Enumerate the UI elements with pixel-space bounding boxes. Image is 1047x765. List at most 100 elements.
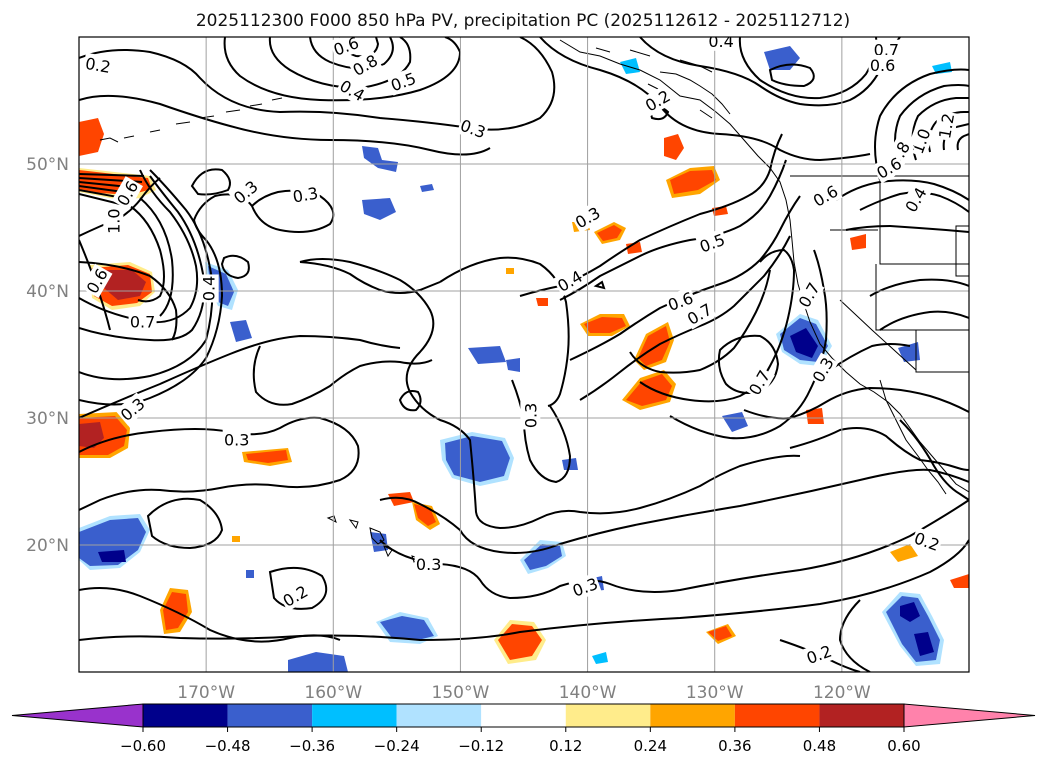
pv-contour <box>79 175 206 342</box>
pv-contour <box>379 499 969 600</box>
contour-label-text: 1.2 <box>935 112 958 140</box>
contour-label-text: 1.0 <box>104 208 123 233</box>
precip-blob <box>230 320 252 342</box>
colorbar-segment <box>481 704 566 727</box>
coastline <box>595 47 731 119</box>
contour-label-halo <box>82 52 114 78</box>
contour-label-text: 0.3 <box>224 431 249 450</box>
pv-contour <box>252 345 433 406</box>
pv-contour <box>79 334 401 419</box>
pv-contour <box>220 254 250 280</box>
precip-blob <box>670 170 716 194</box>
pv-contour <box>789 427 969 471</box>
pv-contour <box>79 416 360 511</box>
pv-contour <box>639 248 796 403</box>
contour-label-halo <box>640 84 675 117</box>
pv-contour-label: 0.3 <box>289 182 321 207</box>
chart-title: 2025112300 F000 850 hPa PV, precipitatio… <box>196 11 850 31</box>
lat-tick-label: 50°N <box>26 155 69 175</box>
colorbar-segment <box>227 704 313 727</box>
precip-blob <box>506 268 514 274</box>
contour-label-text: 0.7 <box>130 312 155 331</box>
precip-blob <box>102 270 146 300</box>
pv-contour-label: 0.5 <box>695 228 729 257</box>
pv-contour-label: 0.3 <box>520 401 541 430</box>
precip-blob <box>626 374 672 406</box>
pv-contour <box>146 497 224 550</box>
precip-blob <box>900 602 920 622</box>
pv-contour <box>398 390 422 412</box>
coastline <box>879 379 947 495</box>
precip-blob <box>584 317 626 333</box>
pv-contour <box>956 133 969 151</box>
pv-contour-label: 0.3 <box>456 114 490 143</box>
coastline <box>559 39 969 493</box>
pv-contour-label: 0.6 <box>868 54 897 75</box>
contour-label-text: 0.3 <box>291 183 319 206</box>
pv-contour <box>250 189 335 233</box>
contour-label-halo <box>568 572 602 602</box>
lon-tick-label: 150°W <box>432 683 490 703</box>
pv-contour <box>845 224 969 233</box>
lon-tick-label: 120°W <box>813 683 871 703</box>
contour-label-halo <box>329 37 363 61</box>
contour-label-halo <box>81 263 113 298</box>
colorbar-extend-max <box>903 703 1036 728</box>
pv-contour <box>299 258 801 530</box>
pv-contour-label: 1.0 <box>103 207 124 236</box>
contour-label-halo <box>899 182 932 217</box>
contour-label-text: 0.3 <box>521 403 540 428</box>
contour-label-halo <box>335 74 370 107</box>
precip-blob <box>790 328 818 358</box>
pv-contour <box>379 468 969 554</box>
contour-label-halo <box>906 124 935 158</box>
contour-label-halo <box>808 180 843 212</box>
contour-label-halo <box>663 286 697 316</box>
pv-contour-label: 0.3 <box>222 429 251 450</box>
pv-contour <box>79 173 145 207</box>
contour-label-text: 0.2 <box>84 54 112 77</box>
pv-contour-label: 0.4 <box>899 182 932 217</box>
pv-contour <box>559 159 787 301</box>
precip-blob <box>524 544 562 570</box>
precip-blob <box>597 225 622 241</box>
contour-label-halo <box>707 37 736 51</box>
coastlines <box>99 39 969 495</box>
precip-blob <box>914 632 934 656</box>
colorbar-segment <box>734 704 820 727</box>
colorbar-tick-label: −0.48 <box>205 737 251 755</box>
colorbar-tick-label: 0.48 <box>803 737 836 755</box>
precip-blob <box>722 412 748 432</box>
colorbar-segment <box>143 704 228 727</box>
pv-contour-label: 0.2 <box>910 527 944 556</box>
contour-label-halo <box>111 176 143 211</box>
precip-blob <box>468 346 506 364</box>
lon-tick-label: 140°W <box>559 683 617 703</box>
pv-contour <box>79 169 214 381</box>
colorbar: −0.60 −0.48 −0.36 −0.24 −0.12 0.12 0.24 0.36 0.4… <box>11 703 1036 755</box>
colorbar-segment <box>565 704 651 727</box>
pv-contour <box>439 256 570 407</box>
lon-tick-label: 170°W <box>177 683 235 703</box>
lon-tick-label: 160°W <box>304 683 362 703</box>
colorbar-tick-label: −0.12 <box>458 737 504 755</box>
precip-blob <box>79 422 104 448</box>
colorbar-outline <box>142 703 905 728</box>
contour-label-halo <box>115 392 150 426</box>
contour-label-halo <box>695 228 729 257</box>
precip-blob <box>950 574 969 588</box>
pv-contour <box>129 205 165 303</box>
contour-label-text: 0.3 <box>416 555 441 574</box>
islands <box>326 515 419 563</box>
pv-contour <box>835 179 969 201</box>
precip-blob <box>246 450 288 463</box>
precip-blob <box>362 198 396 220</box>
latitude-tick-labels: 20°N 30°N 40°N 50°N <box>26 155 69 556</box>
lat-tick-label: 40°N <box>26 282 69 302</box>
contour-label-halo <box>520 401 541 430</box>
contour-label-halo <box>103 207 124 236</box>
pv-contour <box>669 249 828 440</box>
contour-label-halo <box>128 311 157 332</box>
precip-blob <box>79 118 104 156</box>
